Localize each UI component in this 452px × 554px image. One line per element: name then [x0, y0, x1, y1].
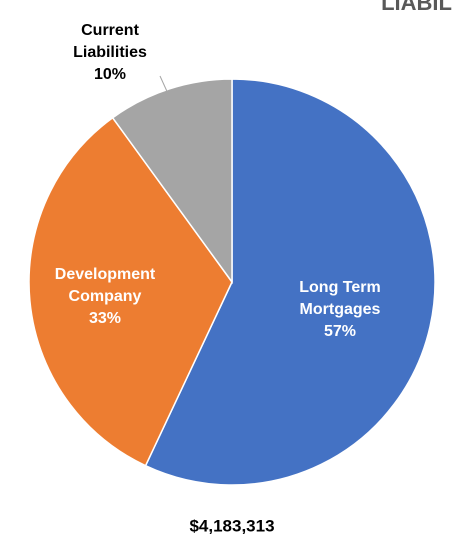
slice-label: Long Term Mortgages 57%	[280, 277, 400, 343]
pie-slice	[28, 116, 233, 467]
percent-label: 10%	[93, 66, 127, 83]
category-name: Development Company	[54, 266, 156, 305]
category-name: Current Liabilities	[73, 22, 147, 61]
leader-line	[159, 75, 171, 99]
slice-label: Development Company 33%	[45, 264, 165, 330]
percent-label: 33%	[88, 310, 122, 327]
chart-title: LIABIL	[381, 0, 452, 15]
pie-slice	[144, 78, 436, 486]
total-label: $4,183,313	[189, 516, 274, 535]
slice-label-text: Development Company 33%	[45, 264, 165, 330]
pie-slice	[111, 78, 233, 285]
slice-label-text: Long Term Mortgages 57%	[280, 277, 400, 343]
slice-label-text: Current Liabilities 10%	[50, 20, 170, 86]
percent-label: 57%	[323, 323, 357, 340]
category-name: Long Term Mortgages	[299, 279, 381, 318]
slice-label: Current Liabilities 10%	[50, 20, 170, 86]
